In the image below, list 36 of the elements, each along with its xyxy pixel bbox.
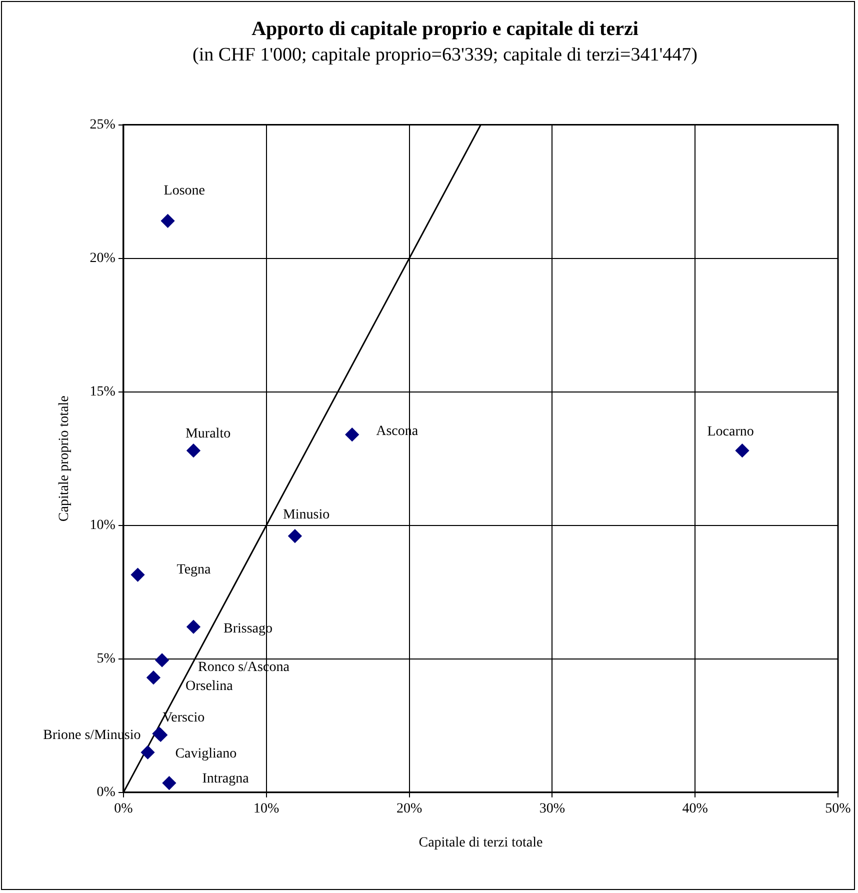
chart-subtitle: (in CHF 1'000; capitale proprio=63'339; capitale di terzi=341'447) xyxy=(192,44,698,66)
annotation: Tegna xyxy=(176,562,212,578)
y-tick-label: 15% xyxy=(90,384,116,400)
point xyxy=(155,653,169,667)
point xyxy=(186,620,200,634)
y-tick-label: 0% xyxy=(96,785,116,800)
point xyxy=(131,568,145,582)
annotation: Locarno xyxy=(707,424,754,440)
x-tick-label: 20% xyxy=(396,801,422,816)
y-tick-label: 25% xyxy=(90,117,116,132)
annotation: Muralto xyxy=(185,426,231,442)
y-tick-label: 20% xyxy=(90,250,116,266)
point xyxy=(161,214,175,228)
annotation: Verscio xyxy=(162,710,205,726)
x-axis-title: Capitale di terzi totale xyxy=(418,835,543,850)
x-tick-label: 10% xyxy=(254,801,280,816)
x-tick-label: 0% xyxy=(114,801,134,816)
y-axis-title: Capitale proprio totale xyxy=(57,396,72,522)
point xyxy=(345,428,359,442)
chart-title: Apporto di capitale proprio e capitale di terzi xyxy=(252,18,639,40)
point xyxy=(141,746,155,760)
point xyxy=(736,444,749,458)
point xyxy=(288,529,302,543)
point xyxy=(162,776,176,790)
annotation: Cavigliano xyxy=(175,746,237,762)
point xyxy=(146,670,160,684)
annotation: Orselina xyxy=(185,679,234,694)
y-tick-label: 10% xyxy=(90,518,116,534)
annotation: Intragna xyxy=(202,772,250,787)
x-tick-label: 50% xyxy=(825,801,852,816)
annotation: Losone xyxy=(164,184,205,199)
annotation: Minusio xyxy=(282,508,330,523)
y-tick-label: 5% xyxy=(96,652,116,667)
point xyxy=(186,444,200,458)
x-tick-label: 30% xyxy=(539,801,566,816)
x-tick-label: 40% xyxy=(682,801,708,816)
